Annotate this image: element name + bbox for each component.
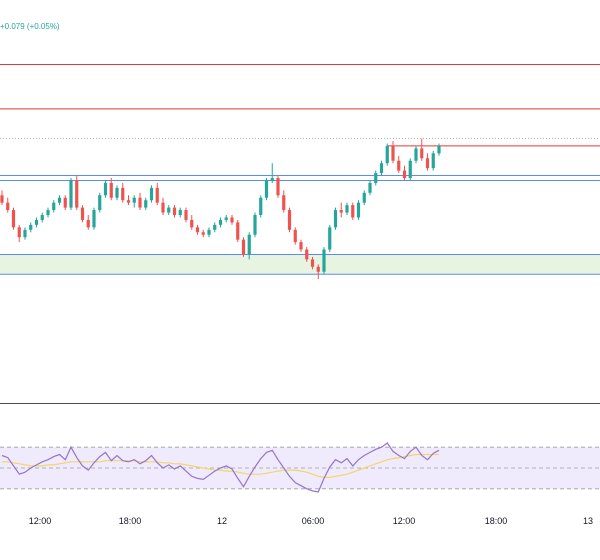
candle[interactable] bbox=[6, 197, 10, 213]
candle[interactable] bbox=[172, 205, 177, 218]
time-tick-label: 12:00 bbox=[393, 516, 416, 526]
candle[interactable] bbox=[236, 219, 240, 243]
candles-layer bbox=[0, 138, 441, 280]
rsi-panel bbox=[0, 442, 600, 493]
time-tick-label: 06:00 bbox=[302, 516, 325, 526]
candle[interactable] bbox=[322, 247, 326, 275]
time-tick-label: 13 bbox=[583, 516, 593, 526]
time-tick-label: 18:00 bbox=[485, 516, 508, 526]
candle[interactable] bbox=[282, 190, 286, 213]
candle[interactable] bbox=[103, 180, 108, 198]
candle[interactable] bbox=[310, 256, 315, 270]
candle[interactable] bbox=[247, 232, 251, 260]
candle[interactable] bbox=[161, 197, 165, 215]
candle[interactable] bbox=[293, 227, 297, 245]
candle[interactable] bbox=[80, 205, 85, 223]
candle[interactable] bbox=[224, 215, 228, 223]
candle[interactable] bbox=[253, 212, 257, 238]
candle[interactable] bbox=[213, 222, 217, 233]
candle[interactable] bbox=[63, 195, 67, 211]
candle[interactable] bbox=[287, 207, 292, 233]
candle[interactable] bbox=[92, 207, 96, 230]
candle[interactable] bbox=[0, 190, 4, 206]
time-tick-label: 12:00 bbox=[29, 516, 52, 526]
candle[interactable] bbox=[230, 215, 234, 225]
candle[interactable] bbox=[132, 195, 136, 208]
time-tick-label: 18:00 bbox=[119, 516, 142, 526]
candle[interactable] bbox=[11, 207, 16, 230]
candle[interactable] bbox=[414, 145, 418, 164]
candle[interactable] bbox=[259, 195, 263, 218]
candle[interactable] bbox=[241, 237, 246, 257]
candle[interactable] bbox=[190, 215, 194, 230]
candle[interactable] bbox=[138, 192, 142, 211]
candle[interactable] bbox=[52, 200, 56, 213]
time-axis[interactable]: 12:00 18:00 12 06:00 12:00 18:00 13 bbox=[29, 516, 593, 526]
candle[interactable] bbox=[264, 178, 269, 201]
candle[interactable] bbox=[437, 143, 441, 156]
candle[interactable] bbox=[345, 202, 349, 215]
candle[interactable] bbox=[98, 192, 102, 213]
candle[interactable] bbox=[40, 212, 44, 223]
candle[interactable] bbox=[299, 239, 303, 252]
candle[interactable] bbox=[126, 195, 131, 206]
candle[interactable] bbox=[218, 217, 223, 228]
candle[interactable] bbox=[368, 180, 372, 196]
candle[interactable] bbox=[316, 264, 320, 280]
candle[interactable] bbox=[149, 185, 154, 203]
candle[interactable] bbox=[207, 227, 211, 238]
candle[interactable] bbox=[34, 217, 39, 228]
candle[interactable] bbox=[391, 141, 395, 164]
candle[interactable] bbox=[425, 153, 430, 171]
candle[interactable] bbox=[328, 224, 332, 252]
time-tick-label: 12 bbox=[217, 516, 227, 526]
candle[interactable] bbox=[420, 138, 424, 161]
candle[interactable] bbox=[397, 155, 401, 174]
candle[interactable] bbox=[195, 224, 200, 235]
candle[interactable] bbox=[167, 205, 171, 215]
candle[interactable] bbox=[276, 175, 280, 198]
candle[interactable] bbox=[109, 178, 113, 201]
levels-layer bbox=[0, 64, 600, 275]
candle[interactable] bbox=[75, 175, 79, 211]
candle[interactable] bbox=[144, 197, 148, 211]
price-change-readout: +0.079 (+0.05%) bbox=[0, 22, 60, 31]
candle[interactable] bbox=[17, 224, 21, 243]
candle[interactable] bbox=[333, 207, 338, 230]
rsi-line[interactable] bbox=[1, 442, 440, 493]
candle[interactable] bbox=[155, 182, 159, 206]
candle[interactable] bbox=[402, 165, 407, 181]
candle[interactable] bbox=[362, 190, 366, 206]
candle[interactable] bbox=[385, 143, 389, 166]
candle[interactable] bbox=[379, 160, 384, 176]
candle[interactable] bbox=[121, 182, 125, 203]
candle[interactable] bbox=[184, 207, 188, 223]
candle[interactable] bbox=[270, 163, 274, 183]
rsi-ma-line[interactable] bbox=[2, 453, 439, 478]
candle[interactable] bbox=[69, 178, 73, 211]
candle[interactable] bbox=[351, 202, 355, 220]
candle[interactable] bbox=[201, 229, 205, 238]
candle[interactable] bbox=[408, 158, 412, 181]
demand-zone[interactable] bbox=[0, 254, 600, 275]
candle[interactable] bbox=[431, 150, 435, 171]
candle[interactable] bbox=[23, 227, 27, 240]
candle[interactable] bbox=[86, 215, 90, 230]
candle[interactable] bbox=[374, 170, 378, 186]
candle[interactable] bbox=[305, 247, 309, 262]
candle[interactable] bbox=[46, 207, 50, 218]
candle[interactable] bbox=[339, 202, 343, 218]
candle[interactable] bbox=[356, 200, 361, 220]
candle[interactable] bbox=[115, 185, 119, 201]
candle[interactable] bbox=[57, 195, 62, 206]
candle[interactable] bbox=[178, 207, 182, 218]
candle[interactable] bbox=[29, 222, 33, 233]
